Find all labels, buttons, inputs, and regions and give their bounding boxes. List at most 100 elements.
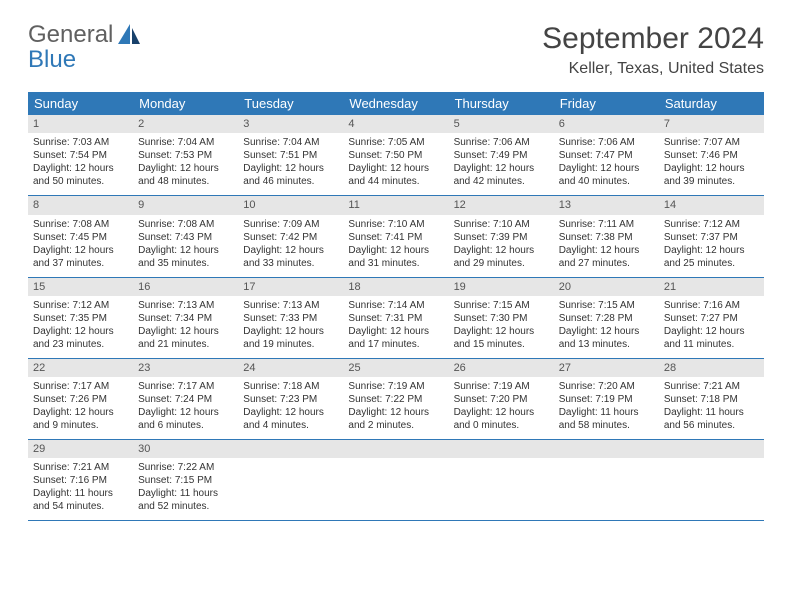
day-line: and 23 minutes.	[33, 338, 128, 351]
day-number: 17	[238, 277, 343, 296]
day-cell: Sunrise: 7:19 AMSunset: 7:22 PMDaylight:…	[343, 377, 448, 439]
title-block: September 2024 Keller, Texas, United Sta…	[542, 22, 764, 78]
day-line: Daylight: 11 hours	[33, 487, 128, 500]
day-line: Sunrise: 7:12 AM	[664, 218, 759, 231]
day-line: Sunset: 7:50 PM	[348, 149, 443, 162]
day-line: and 37 minutes.	[33, 257, 128, 270]
day-line: and 48 minutes.	[138, 175, 233, 188]
day-cell: Sunrise: 7:08 AMSunset: 7:43 PMDaylight:…	[133, 215, 238, 277]
day-cell: Sunrise: 7:22 AMSunset: 7:15 PMDaylight:…	[133, 458, 238, 520]
day-cell: Sunrise: 7:10 AMSunset: 7:41 PMDaylight:…	[343, 215, 448, 277]
day-line: and 50 minutes.	[33, 175, 128, 188]
day-number: 26	[449, 358, 554, 377]
day-line: Daylight: 12 hours	[33, 244, 128, 257]
day-line: and 17 minutes.	[348, 338, 443, 351]
day-line: Sunset: 7:35 PM	[33, 312, 128, 325]
day-number-row: 22232425262728	[28, 358, 764, 377]
day-line: Daylight: 12 hours	[243, 162, 338, 175]
logo-word-2: Blue	[28, 46, 76, 73]
day-cell: Sunrise: 7:20 AMSunset: 7:19 PMDaylight:…	[554, 377, 659, 439]
day-line: Daylight: 12 hours	[559, 325, 654, 338]
day-line: and 29 minutes.	[454, 257, 549, 270]
day-line: and 13 minutes.	[559, 338, 654, 351]
day-line: Sunset: 7:37 PM	[664, 231, 759, 244]
day-number: 14	[659, 196, 764, 215]
day-line: Sunset: 7:24 PM	[138, 393, 233, 406]
empty-cell	[659, 458, 764, 521]
logo-word-1: General	[28, 21, 113, 48]
day-content-row: Sunrise: 7:12 AMSunset: 7:35 PMDaylight:…	[28, 296, 764, 359]
day-line: Sunset: 7:51 PM	[243, 149, 338, 162]
day-line: Sunrise: 7:17 AM	[138, 380, 233, 393]
day-line: Sunrise: 7:13 AM	[243, 299, 338, 312]
empty-cell	[659, 440, 764, 459]
day-line: Sunrise: 7:03 AM	[33, 136, 128, 149]
day-cell: Sunrise: 7:21 AMSunset: 7:16 PMDaylight:…	[28, 458, 133, 520]
day-line: and 11 minutes.	[664, 338, 759, 351]
day-line: Daylight: 12 hours	[348, 244, 443, 257]
header: General Blue September 2024 Keller, Texa…	[28, 22, 764, 78]
day-line: Sunset: 7:47 PM	[559, 149, 654, 162]
empty-cell	[554, 458, 659, 521]
day-number-row: 15161718192021	[28, 277, 764, 296]
day-line: Sunset: 7:33 PM	[243, 312, 338, 325]
day-line: and 39 minutes.	[664, 175, 759, 188]
day-line: Sunset: 7:31 PM	[348, 312, 443, 325]
day-line: Daylight: 12 hours	[664, 162, 759, 175]
day-number: 11	[343, 196, 448, 215]
day-line: and 52 minutes.	[138, 500, 233, 513]
day-line: Sunrise: 7:04 AM	[243, 136, 338, 149]
weekday-header: Friday	[554, 92, 659, 115]
weekday-header: Thursday	[449, 92, 554, 115]
empty-cell	[449, 458, 554, 521]
day-line: Sunset: 7:16 PM	[33, 474, 128, 487]
day-line: and 54 minutes.	[33, 500, 128, 513]
day-line: Daylight: 12 hours	[454, 325, 549, 338]
empty-cell	[343, 440, 448, 459]
day-line: Sunrise: 7:15 AM	[559, 299, 654, 312]
day-cell: Sunrise: 7:19 AMSunset: 7:20 PMDaylight:…	[449, 377, 554, 439]
day-line: Sunrise: 7:07 AM	[664, 136, 759, 149]
location: Keller, Texas, United States	[542, 60, 764, 78]
day-line: and 40 minutes.	[559, 175, 654, 188]
day-cell: Sunrise: 7:18 AMSunset: 7:23 PMDaylight:…	[238, 377, 343, 439]
day-cell: Sunrise: 7:08 AMSunset: 7:45 PMDaylight:…	[28, 215, 133, 277]
day-line: and 15 minutes.	[454, 338, 549, 351]
day-line: Sunrise: 7:21 AM	[33, 461, 128, 474]
day-number: 4	[343, 115, 448, 133]
day-line: Daylight: 12 hours	[348, 406, 443, 419]
day-number-row: 2930	[28, 440, 764, 459]
day-line: Daylight: 12 hours	[33, 325, 128, 338]
day-cell: Sunrise: 7:15 AMSunset: 7:28 PMDaylight:…	[554, 296, 659, 358]
day-line: Sunrise: 7:15 AM	[454, 299, 549, 312]
day-line: Sunset: 7:43 PM	[138, 231, 233, 244]
day-content-row: Sunrise: 7:08 AMSunset: 7:45 PMDaylight:…	[28, 215, 764, 278]
day-line: Sunrise: 7:13 AM	[138, 299, 233, 312]
day-content-row: Sunrise: 7:03 AMSunset: 7:54 PMDaylight:…	[28, 133, 764, 196]
weekday-header: Monday	[133, 92, 238, 115]
day-number: 21	[659, 277, 764, 296]
day-line: Sunrise: 7:06 AM	[559, 136, 654, 149]
day-line: Sunrise: 7:12 AM	[33, 299, 128, 312]
empty-cell	[554, 440, 659, 459]
day-line: Sunrise: 7:09 AM	[243, 218, 338, 231]
day-line: and 58 minutes.	[559, 419, 654, 432]
day-number: 30	[133, 440, 238, 459]
day-line: Sunset: 7:27 PM	[664, 312, 759, 325]
weekday-header: Wednesday	[343, 92, 448, 115]
day-content-row: Sunrise: 7:21 AMSunset: 7:16 PMDaylight:…	[28, 458, 764, 521]
day-number: 29	[28, 440, 133, 459]
day-line: and 9 minutes.	[33, 419, 128, 432]
day-line: and 42 minutes.	[454, 175, 549, 188]
day-line: Sunset: 7:23 PM	[243, 393, 338, 406]
day-cell: Sunrise: 7:12 AMSunset: 7:35 PMDaylight:…	[28, 296, 133, 358]
day-line: and 4 minutes.	[243, 419, 338, 432]
day-line: Daylight: 12 hours	[664, 325, 759, 338]
day-cell: Sunrise: 7:13 AMSunset: 7:34 PMDaylight:…	[133, 296, 238, 358]
day-line: Sunrise: 7:06 AM	[454, 136, 549, 149]
day-cell: Sunrise: 7:07 AMSunset: 7:46 PMDaylight:…	[659, 133, 764, 195]
day-cell: Sunrise: 7:05 AMSunset: 7:50 PMDaylight:…	[343, 133, 448, 195]
day-line: Daylight: 11 hours	[138, 487, 233, 500]
day-cell: Sunrise: 7:21 AMSunset: 7:18 PMDaylight:…	[659, 377, 764, 439]
day-line: Sunrise: 7:14 AM	[348, 299, 443, 312]
